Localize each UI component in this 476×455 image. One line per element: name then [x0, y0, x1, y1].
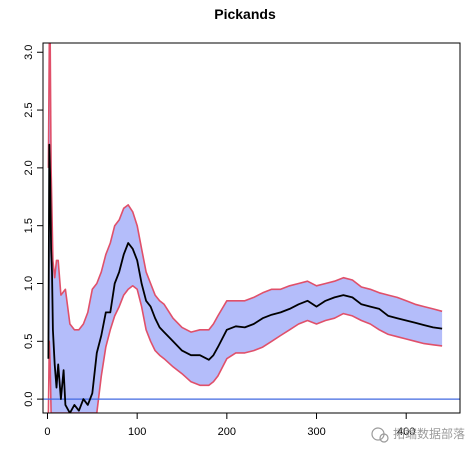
y-tick-label: 0.0 [23, 391, 35, 406]
y-tick-label: 1.5 [23, 218, 35, 233]
x-tick-label: 100 [128, 426, 146, 438]
x-tick-label: 400 [397, 426, 415, 438]
y-tick-label: 3.0 [23, 45, 35, 60]
y-tick-label: 2.5 [23, 102, 35, 117]
plot-frame [42, 42, 461, 414]
x-tick-label: 200 [218, 426, 236, 438]
x-tick-label: 0 [44, 426, 50, 438]
upper-bound-line [47, 43, 443, 333]
watermark-text: 拓端数据部落 [393, 426, 465, 441]
confidence-band [48, 43, 443, 413]
watermark: 拓端数据部落 [371, 426, 465, 443]
estimate-line [47, 143, 443, 413]
lower-bound-line [47, 284, 443, 413]
wechat-icon-inner [379, 433, 389, 443]
plot-layer [43, 43, 460, 413]
axes: 0 100 200 300 400 0.0 0.5 1.0 1.5 2.0 2.5 3.0 [23, 42, 461, 438]
x-tick-label: 300 [307, 426, 325, 438]
y-tick-label: 2.0 [23, 160, 35, 175]
y-tick-label: 0.5 [23, 334, 35, 349]
plot-area [43, 43, 460, 413]
chart-title: Pickands [214, 6, 276, 22]
y-tick-label: 1.0 [23, 276, 35, 291]
